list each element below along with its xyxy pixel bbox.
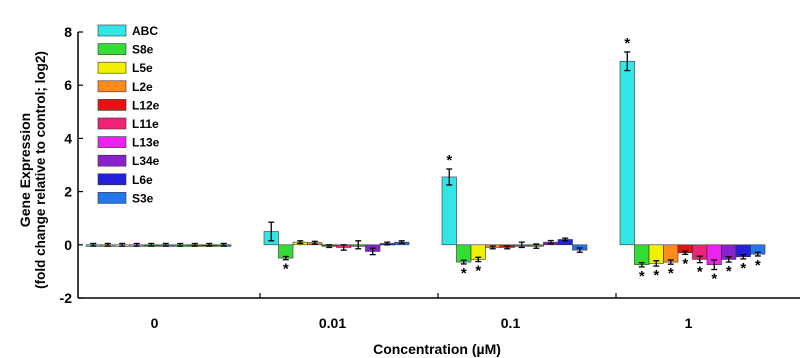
legend-label: L2e [132, 80, 153, 94]
legend-swatch [97, 99, 127, 111]
significance-marker: * [653, 267, 659, 284]
y-axis-label-line2: (fold change relative to control; log2) [33, 51, 48, 289]
y-tick-label: 2 [64, 184, 72, 200]
x-tick-label: 0.01 [319, 315, 346, 331]
legend-label: L6e [132, 173, 153, 187]
legend-label: S3e [132, 191, 154, 205]
significance-marker: * [283, 261, 289, 278]
legend-swatch [97, 80, 127, 93]
y-tick-label: 4 [64, 130, 72, 146]
significance-marker: * [475, 263, 481, 280]
axes: -2 0 2 4 6 8 0 0.01 0.1 1 [60, 24, 800, 331]
legend-swatch [97, 61, 127, 74]
legend-label: L11e [132, 117, 159, 131]
legend-label: L34e [132, 154, 160, 168]
significance-marker: * [711, 271, 717, 288]
legend-swatch [97, 43, 127, 55]
legend-swatch [97, 154, 127, 167]
bar [456, 244, 472, 263]
legend-swatch [97, 136, 127, 148]
significance-marker: * [639, 268, 645, 285]
legend-swatch [97, 192, 127, 204]
legend-label: L5e [132, 61, 153, 75]
x-tick-label: 1 [685, 315, 693, 331]
y-tick-label: -2 [60, 290, 73, 306]
significance-marker: * [668, 265, 674, 282]
bar [634, 244, 650, 266]
significance-marker: * [682, 255, 688, 272]
significance-marker: * [624, 35, 630, 52]
legend-label: S8e [132, 43, 154, 57]
x-axis-label: Concentration (µM) [373, 341, 501, 357]
significance-marker: * [461, 265, 467, 282]
legend-swatch [97, 24, 127, 37]
y-tick-label: 6 [64, 77, 72, 93]
legend-label: L13e [132, 136, 160, 150]
legend-label: L12e [132, 98, 160, 112]
bar [441, 176, 457, 246]
x-tick-label: 0 [151, 315, 159, 331]
significance-marker: * [755, 257, 761, 274]
legend: ABC S8e L5e L2e L12e L11e L13e L34e L6e S3e [97, 24, 160, 205]
legend-swatch [97, 117, 127, 130]
significance-marker: * [740, 260, 746, 277]
y-tick-label: 8 [64, 24, 72, 40]
legend-swatch [97, 173, 127, 186]
significance-marker: * [446, 152, 452, 169]
significance-marker: * [726, 263, 732, 280]
significance-marker: * [697, 264, 703, 281]
y-tick-label: 0 [64, 237, 72, 253]
bar [619, 60, 635, 246]
y-axis-label-line1: Gene Expression [17, 113, 33, 227]
legend-label: ABC [132, 24, 158, 38]
bars: * * * * * * * * * * * * * * [85, 35, 766, 288]
x-tick-label: 0.1 [501, 315, 521, 331]
